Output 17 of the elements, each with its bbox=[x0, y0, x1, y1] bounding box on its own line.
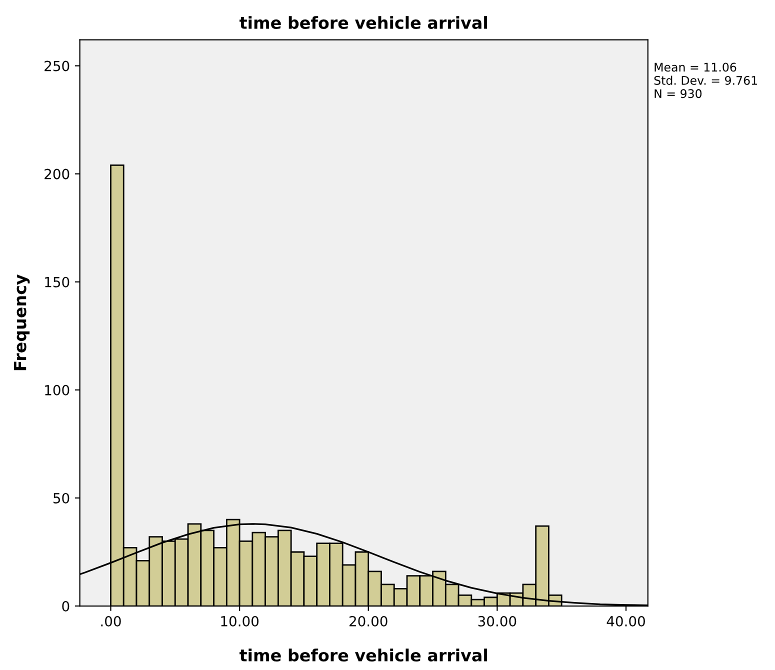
y-tick-label: 250 bbox=[44, 60, 70, 72]
x-axis-title: time before vehicle arrival bbox=[240, 648, 487, 662]
text: N = 930 bbox=[654, 89, 702, 98]
x-tick-label: 20.00 bbox=[350, 616, 388, 626]
y-tick-label: 0 bbox=[62, 600, 70, 612]
text: Mean = 11.06 bbox=[654, 62, 736, 72]
y-tick-label: 200 bbox=[44, 168, 70, 180]
y-tick-label: 50 bbox=[54, 492, 70, 504]
text: Std. Dev. = 9.761 bbox=[654, 76, 757, 85]
x-tick-label: 30.00 bbox=[478, 616, 516, 626]
y-tick-label: 150 bbox=[45, 276, 70, 288]
x-tick-label: .00 bbox=[101, 616, 121, 626]
y-tick-label: 100 bbox=[45, 384, 70, 396]
x-tick-label: 10.00 bbox=[221, 616, 259, 626]
y-axis-title: Frequency bbox=[14, 274, 30, 370]
x-tick-label: 40.00 bbox=[606, 616, 645, 626]
chart-title: time before vehicle arrival bbox=[240, 16, 487, 29]
